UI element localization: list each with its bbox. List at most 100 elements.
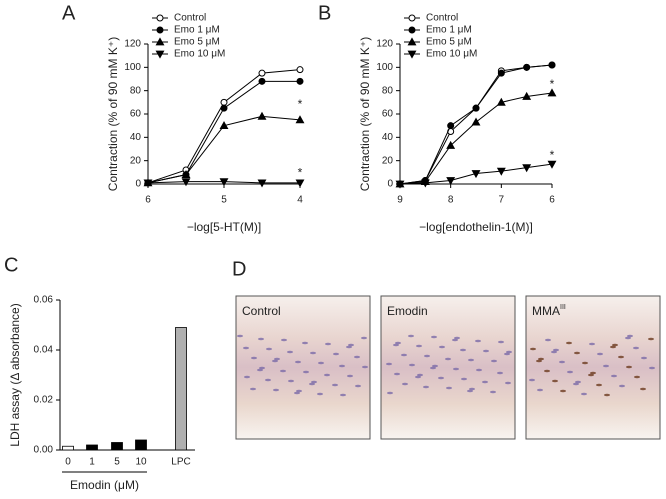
nucleus — [346, 345, 352, 349]
x-tick-label: 8 — [448, 195, 454, 206]
nucleus — [347, 374, 353, 378]
nucleus — [648, 337, 654, 341]
nucleus — [504, 352, 510, 356]
nucleus — [288, 379, 294, 383]
marker — [471, 117, 481, 126]
nucleus — [272, 359, 278, 363]
marker — [446, 177, 456, 186]
x-tick-label: 10 — [135, 457, 147, 468]
legend-label: Control — [426, 13, 458, 24]
panel-label: A — [62, 2, 76, 24]
nucleus — [491, 359, 497, 363]
nucleus — [604, 393, 610, 397]
panel-label: B — [318, 2, 331, 24]
legend-marker — [407, 37, 417, 46]
nucleus — [469, 387, 475, 391]
label-text: Emodin — [387, 304, 428, 318]
legend-label: Control — [174, 13, 206, 24]
marker — [296, 77, 304, 85]
nucleus — [529, 378, 535, 382]
nucleus — [409, 363, 415, 367]
nucleus — [348, 343, 354, 347]
nucleus — [552, 379, 558, 383]
nucleus — [475, 339, 481, 343]
nucleus — [612, 343, 618, 347]
nucleus — [311, 380, 317, 384]
marker — [522, 164, 532, 173]
marker — [296, 66, 304, 74]
nucleus — [294, 391, 300, 395]
nucleus — [588, 373, 594, 377]
nucleus — [438, 376, 444, 380]
y-tick-label: 120 — [376, 39, 393, 50]
marker — [219, 121, 229, 130]
nucleus — [324, 373, 330, 377]
marker — [523, 63, 531, 71]
nucleus — [538, 357, 544, 361]
micrograph-label: Control — [242, 304, 281, 318]
marker — [295, 115, 305, 124]
nucleus — [476, 368, 482, 372]
nucleus — [250, 387, 256, 391]
marker — [522, 91, 532, 100]
marker — [181, 178, 191, 187]
nucleus — [497, 371, 503, 375]
micrograph-frame — [380, 295, 516, 440]
nucleus — [581, 392, 587, 396]
nucleus — [296, 389, 302, 393]
nucleus — [544, 369, 550, 373]
legend-marker — [408, 14, 416, 22]
y-tick-label: 100 — [376, 62, 393, 73]
nucleus — [295, 360, 301, 364]
legend-label: Emo 5 μM — [174, 37, 220, 48]
nucleus — [339, 364, 345, 368]
legend-label: Emo 1 μM — [426, 25, 472, 36]
marker — [295, 179, 305, 188]
series — [144, 77, 304, 187]
nucleus — [567, 370, 573, 374]
nucleus — [468, 358, 474, 362]
nucleus — [634, 375, 640, 379]
y-tick-label: 0.04 — [34, 345, 54, 356]
label-text: Control — [242, 304, 281, 318]
nucleus — [536, 359, 542, 363]
nucleus — [460, 348, 466, 352]
nucleus — [340, 393, 346, 397]
nucleus — [309, 382, 315, 386]
marker — [547, 88, 557, 97]
legend-marker — [156, 26, 164, 34]
x-tick-label: 5 — [114, 457, 120, 468]
y-axis-label: Contraction (% of 90 mM K⁺) — [358, 37, 372, 191]
nucleus — [545, 338, 551, 342]
annotation: * — [550, 148, 555, 162]
nucleus — [461, 377, 467, 381]
nucleus — [280, 369, 286, 373]
x-tick-label: LPC — [171, 457, 190, 468]
nucleus — [439, 345, 445, 349]
legend-marker — [156, 14, 164, 22]
legend-label: Emo 10 μM — [426, 49, 477, 60]
nucleus — [251, 356, 257, 360]
marker — [547, 160, 557, 169]
nucleus — [243, 346, 249, 350]
nucleus — [317, 392, 323, 396]
legend-label: Emo 1 μM — [174, 25, 220, 36]
nucleus — [394, 372, 400, 376]
nucleus — [401, 353, 407, 357]
nucleus — [589, 342, 595, 346]
nucleus — [333, 352, 339, 356]
nucleus — [281, 338, 287, 342]
nucleus — [446, 386, 452, 390]
nucleus — [641, 356, 647, 360]
nucleus — [596, 383, 602, 387]
marker — [258, 69, 266, 77]
nucleus — [633, 346, 639, 350]
panel-label: D — [232, 258, 246, 280]
nucleus — [573, 382, 579, 386]
marker — [472, 104, 480, 112]
marker — [447, 122, 455, 130]
nucleus — [402, 382, 408, 386]
marker — [219, 178, 229, 187]
nucleus — [626, 365, 632, 369]
bar — [111, 442, 123, 451]
